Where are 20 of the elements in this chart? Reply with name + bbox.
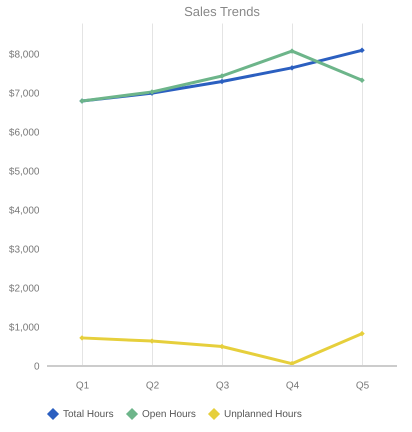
point [359,330,365,336]
y-tick-label: $5,000 [8,166,40,178]
y-tick-label: $1,000 [8,322,40,334]
y-tick-label: $8,000 [8,50,40,61]
chart-title: Sales Trends [184,4,260,19]
x-tick-label: Q4 [286,380,300,392]
y-tick-label: $3,000 [8,244,40,256]
y-tick-label: $2,000 [8,284,40,295]
x-tick-label: Q2 [146,380,160,392]
x-tick-label: Q3 [216,380,230,392]
x-tick-label: Q1 [76,380,90,392]
legend-label: Total Hours [63,409,114,420]
legend-label: Unplanned Hours [224,409,302,420]
y-tick-label: 0 [34,362,40,372]
point [359,78,365,84]
y-tick-label: $7,000 [8,88,40,100]
legend-label: Open Hours [142,409,196,420]
y-tick-label: $6,000 [8,128,40,139]
y-tick-label: $4,000 [8,206,40,217]
x-tick-label: Q5 [356,380,370,392]
